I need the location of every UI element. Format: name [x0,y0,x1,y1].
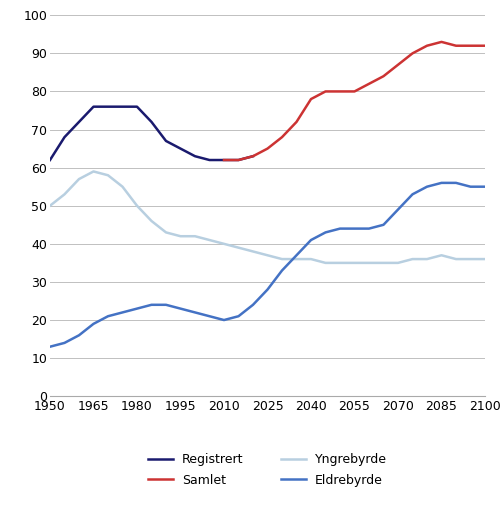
Legend: Registrert, Samlet, Yngrebyrde, Eldrebyrde: Registrert, Samlet, Yngrebyrde, Eldrebyr… [144,448,392,492]
